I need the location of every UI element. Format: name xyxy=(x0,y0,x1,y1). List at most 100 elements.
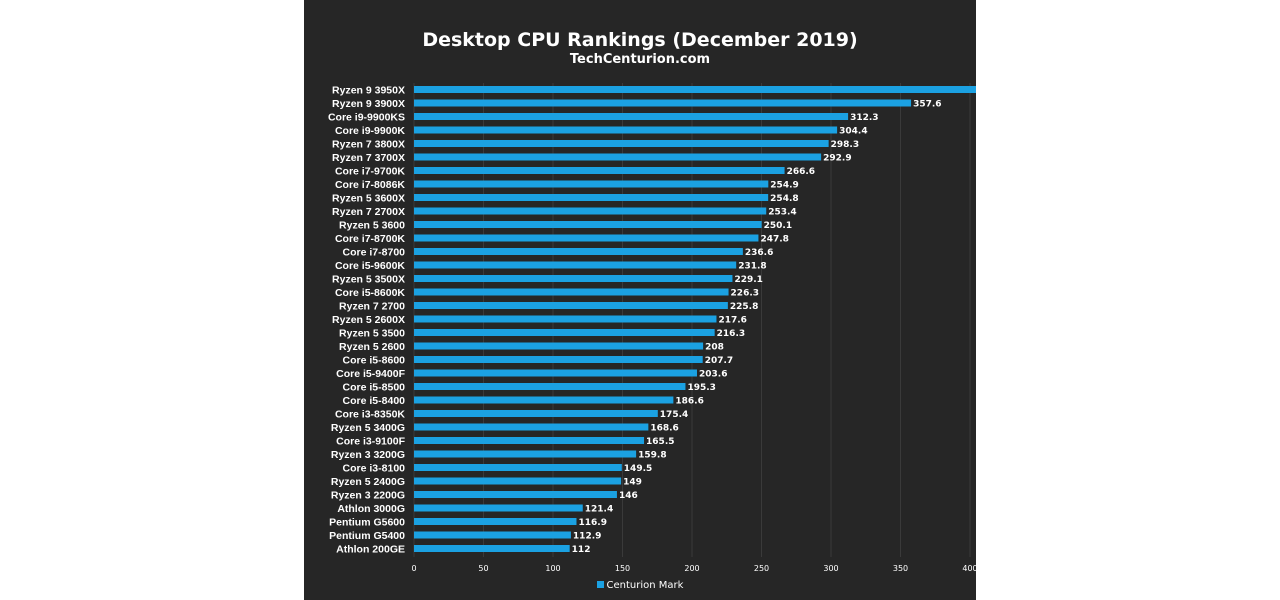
category-label: Core i9-9900KS xyxy=(328,111,405,123)
category-label: Core i7-8700 xyxy=(343,246,406,258)
category-label: Core i3-8350K xyxy=(335,408,405,420)
category-label: Pentium G5400 xyxy=(329,530,405,542)
data-label: 116.9 xyxy=(578,518,606,528)
category-label: Ryzen 7 2700 xyxy=(339,300,405,312)
data-label: 112.9 xyxy=(573,531,601,541)
data-label: 149 xyxy=(623,477,642,487)
legend-label: Centurion Mark xyxy=(606,580,684,591)
x-tick-label: 150 xyxy=(615,564,630,573)
category-label: Ryzen 5 3600 xyxy=(339,219,405,231)
x-tick-label: 50 xyxy=(478,564,488,573)
bar xyxy=(414,329,715,336)
bar xyxy=(414,302,728,309)
category-label: Pentium G5600 xyxy=(329,516,405,528)
legend-swatch xyxy=(596,581,604,588)
chart-subtitle: TechCenturion.com xyxy=(569,52,711,67)
category-label: Core i5-8500 xyxy=(343,381,406,393)
data-label: 266.6 xyxy=(787,167,815,177)
category-label: Core i7-9700K xyxy=(335,165,405,177)
data-label: 112 xyxy=(572,545,591,555)
category-label: Ryzen 7 2700X xyxy=(332,206,405,218)
category-label: Core i9-9900K xyxy=(335,125,405,137)
x-tick-label: 100 xyxy=(545,564,560,573)
category-label: Core i5-9400F xyxy=(336,368,405,380)
bar xyxy=(414,531,571,539)
category-label: Ryzen 7 3700X xyxy=(332,152,405,164)
data-label: 165.5 xyxy=(646,437,674,447)
data-label: 168.6 xyxy=(650,423,678,433)
category-label: Ryzen 5 3400G xyxy=(331,422,405,434)
data-label: 304.4 xyxy=(839,126,867,136)
category-label: Core i5-8400 xyxy=(343,395,406,407)
data-label: 292.9 xyxy=(823,153,851,163)
data-label: 298.3 xyxy=(831,140,859,150)
data-label: 121.4 xyxy=(585,504,613,514)
bar xyxy=(414,342,704,350)
data-label: 250.1 xyxy=(764,221,792,231)
data-label: 149.5 xyxy=(624,464,652,474)
category-label: Core i5-8600 xyxy=(343,354,406,366)
bar xyxy=(414,248,743,255)
data-label: 146 xyxy=(619,491,638,501)
bar xyxy=(414,221,762,228)
data-label: 208 xyxy=(705,342,724,352)
bar xyxy=(414,410,658,417)
data-label: 207.7 xyxy=(705,356,733,366)
data-label: 312.3 xyxy=(850,113,878,123)
data-label: 216.3 xyxy=(717,329,745,339)
category-label: Ryzen 7 3800X xyxy=(332,138,405,150)
data-label: 159.8 xyxy=(638,450,666,460)
data-label: 225.8 xyxy=(730,302,758,312)
bar xyxy=(414,491,617,498)
bar xyxy=(414,477,622,485)
data-label: 195.3 xyxy=(687,383,715,393)
bar xyxy=(414,450,637,458)
bar xyxy=(414,234,759,242)
x-tick-label: 400 xyxy=(962,564,976,573)
bar xyxy=(414,99,912,107)
bar xyxy=(414,86,976,93)
data-label: 253.4 xyxy=(768,207,796,217)
bar xyxy=(414,113,849,120)
data-label: 203.6 xyxy=(699,369,727,379)
category-label: Ryzen 5 2600 xyxy=(339,341,405,353)
bar xyxy=(414,545,570,552)
legend: Centurion Mark xyxy=(304,580,976,591)
bar xyxy=(414,369,698,377)
data-label: 254.9 xyxy=(770,180,798,190)
bar xyxy=(414,288,729,296)
x-tick-label: 300 xyxy=(823,564,838,573)
x-tick-label: 200 xyxy=(684,564,699,573)
data-label: 186.6 xyxy=(675,396,703,406)
category-label: Ryzen 5 3500X xyxy=(332,273,405,285)
x-axis-ticks: 050100150200250300350400450 xyxy=(411,564,976,573)
category-label: Ryzen 3 3200G xyxy=(331,449,405,461)
bar xyxy=(414,518,577,525)
bar xyxy=(414,140,829,147)
bar xyxy=(414,153,822,161)
bar xyxy=(414,464,622,471)
category-label: Ryzen 5 2600X xyxy=(332,314,405,326)
bar xyxy=(414,207,767,215)
bar xyxy=(414,167,785,174)
data-label: 217.6 xyxy=(718,315,746,325)
chart-title: Desktop CPU Rankings (December 2019) xyxy=(422,29,858,51)
category-label: Core i3-8100 xyxy=(343,462,406,474)
category-label: Core i7-8086K xyxy=(335,179,405,191)
category-label: Core i3-9100F xyxy=(336,435,405,447)
category-label: Athlon 3000G xyxy=(337,503,405,515)
category-label: Core i5-8600K xyxy=(335,287,405,299)
bar xyxy=(414,194,769,201)
data-label: 226.3 xyxy=(731,288,759,298)
category-label: Ryzen 5 3500 xyxy=(339,327,405,339)
bars-layer xyxy=(414,86,976,552)
category-label: Athlon 200GE xyxy=(336,543,405,555)
x-tick-label: 350 xyxy=(893,564,908,573)
chart-panel: Desktop CPU Rankings (December 2019) Tec… xyxy=(304,0,976,600)
bar xyxy=(414,261,737,269)
category-label: Core i5-9600K xyxy=(335,260,405,272)
bar xyxy=(414,315,717,323)
category-label: Ryzen 5 3600X xyxy=(332,192,405,204)
